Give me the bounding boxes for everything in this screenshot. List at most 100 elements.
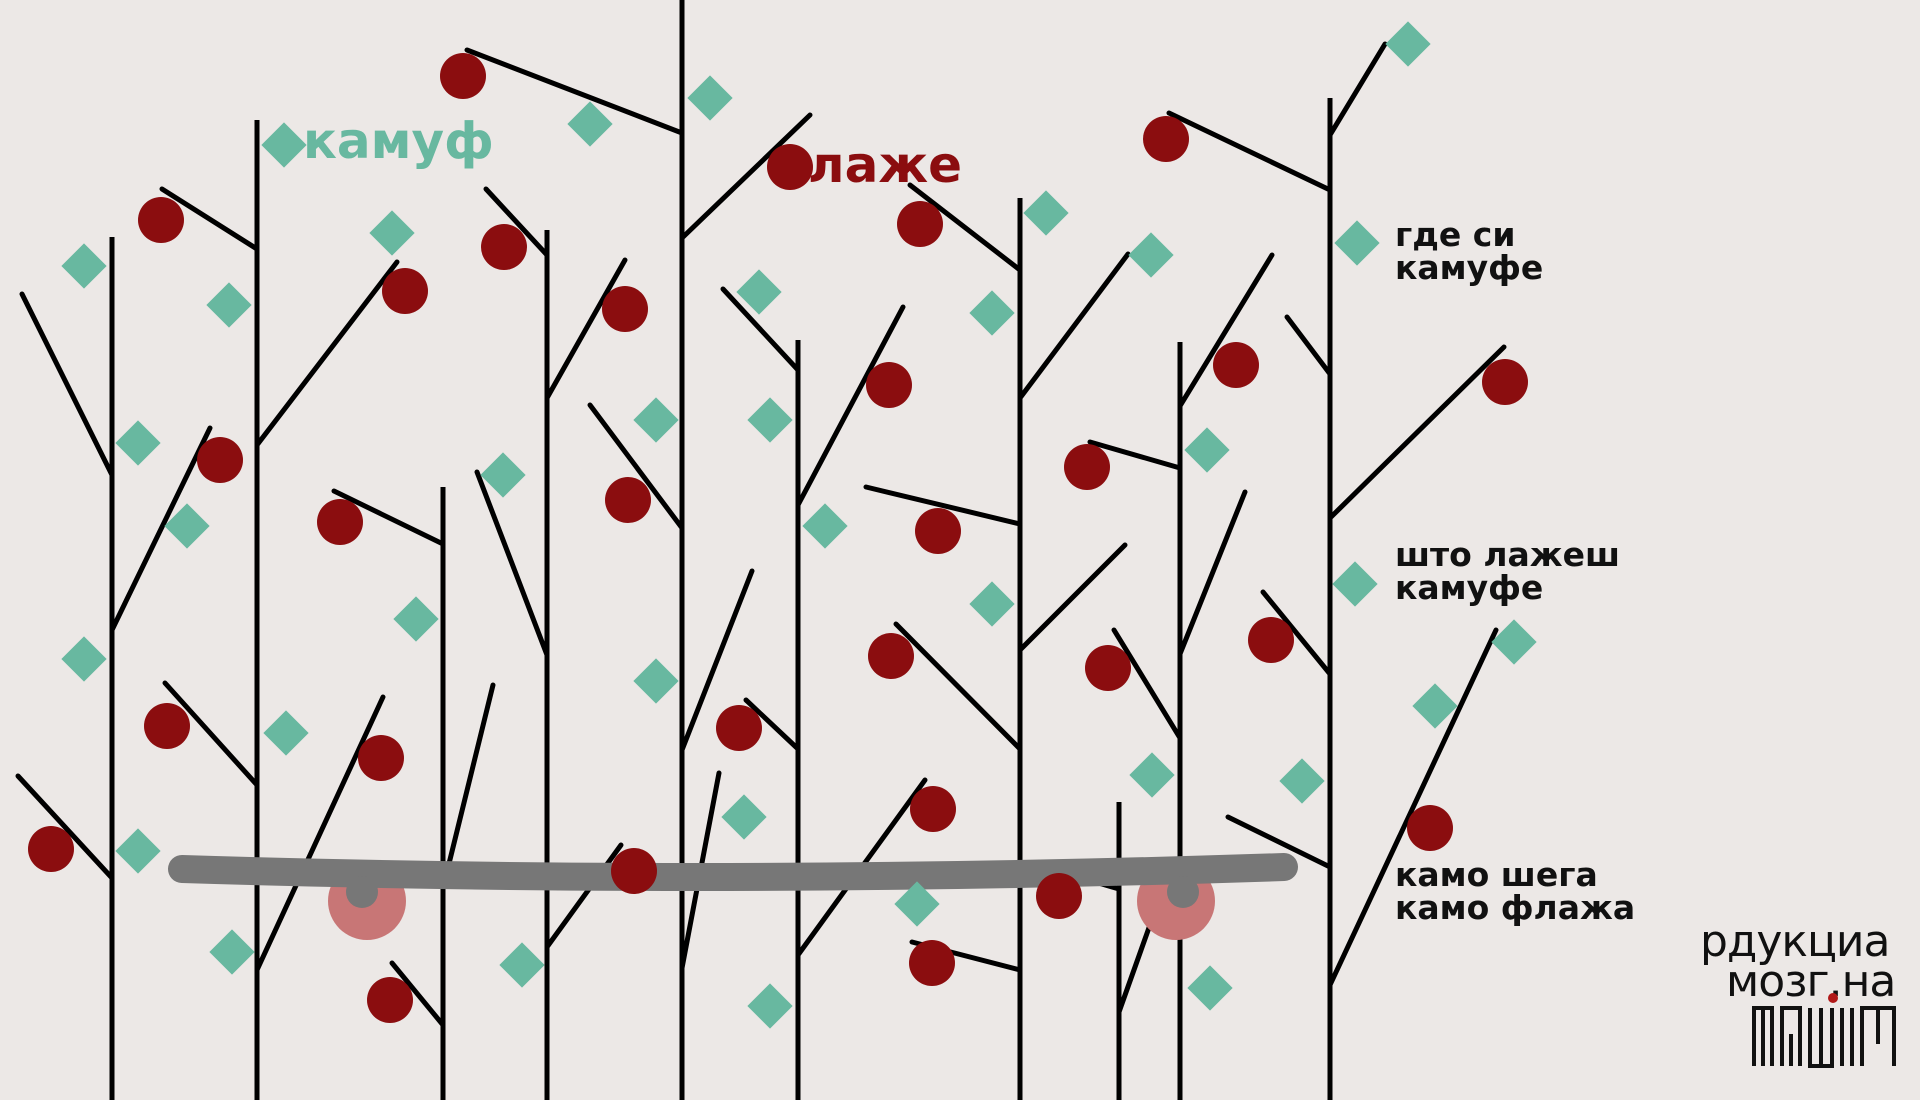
leaf-diamond bbox=[1334, 220, 1380, 266]
tree-branch bbox=[1327, 41, 1388, 138]
leaf-diamond bbox=[747, 397, 793, 443]
berry bbox=[138, 197, 184, 243]
leaf-diamond bbox=[1491, 619, 1537, 665]
tree-branch bbox=[254, 694, 386, 973]
leaf-diamond bbox=[969, 290, 1015, 336]
tree-branch bbox=[679, 112, 813, 241]
berry bbox=[767, 144, 813, 190]
tree-branch bbox=[1260, 589, 1333, 677]
note-where-are-you: где си камуфе bbox=[1395, 218, 1543, 284]
tree-branch bbox=[162, 680, 260, 788]
note-line: камуфе bbox=[1395, 568, 1544, 607]
tree-branch bbox=[544, 257, 628, 401]
berry bbox=[358, 735, 404, 781]
berry bbox=[317, 499, 363, 545]
lie-word: лаже bbox=[808, 136, 963, 194]
tree-branch bbox=[19, 291, 115, 478]
tree-branch bbox=[795, 304, 906, 508]
logo-glyph-mark bbox=[1752, 1006, 1896, 1068]
berry bbox=[909, 940, 955, 986]
leaf-diamond bbox=[1279, 758, 1325, 804]
skateboard-deck bbox=[168, 853, 1298, 892]
leaf-diamond bbox=[1332, 561, 1378, 607]
leaf-diamond bbox=[687, 75, 733, 121]
leaf-diamond bbox=[633, 658, 679, 704]
tree-branch bbox=[720, 286, 801, 373]
berry bbox=[1248, 617, 1294, 663]
logo-dot bbox=[1828, 993, 1838, 1003]
leaf-diamond bbox=[1412, 683, 1458, 729]
tree-branch bbox=[1017, 542, 1128, 653]
tree-branch bbox=[587, 402, 685, 531]
berry bbox=[382, 268, 428, 314]
note-line: камо шега bbox=[1395, 855, 1598, 894]
leaf-diamond bbox=[115, 828, 161, 874]
berry bbox=[1213, 342, 1259, 388]
camouflage-word: камуф bbox=[303, 112, 494, 170]
leaf-diamond bbox=[894, 881, 940, 927]
leaf-diamond bbox=[209, 929, 255, 975]
tree-branch bbox=[1225, 814, 1333, 870]
tree-branch bbox=[1177, 252, 1275, 409]
leaf-diamond bbox=[747, 983, 793, 1029]
tree-branch bbox=[1087, 439, 1183, 471]
tree-branch bbox=[15, 773, 115, 881]
note-joke-flag: камо шега камо флажа bbox=[1395, 858, 1635, 924]
leaf-diamond bbox=[480, 452, 526, 498]
berry bbox=[1482, 359, 1528, 405]
berry bbox=[440, 53, 486, 99]
berry bbox=[915, 508, 961, 554]
skateboard-axle-left bbox=[346, 876, 378, 908]
brand-logo: рдукциа мозг.на bbox=[1700, 920, 1900, 1070]
berry bbox=[1407, 805, 1453, 851]
leaf-diamond bbox=[969, 581, 1015, 627]
berry bbox=[910, 786, 956, 832]
leaf-diamond bbox=[115, 420, 161, 466]
tree-branch bbox=[109, 425, 213, 633]
tree-branch bbox=[1327, 344, 1507, 521]
berry bbox=[28, 826, 74, 872]
tree-branch bbox=[544, 842, 624, 950]
tree-branch bbox=[1284, 314, 1333, 377]
tree-branch bbox=[389, 960, 446, 1028]
tree-branches bbox=[15, 41, 1507, 1028]
note-why-lie: што лажеш камуфе bbox=[1395, 538, 1620, 604]
tree-trunks bbox=[109, 0, 1333, 1100]
leaf-diamond bbox=[1187, 965, 1233, 1011]
leaf-diamond bbox=[164, 503, 210, 549]
berry bbox=[611, 848, 657, 894]
tree-branch bbox=[474, 469, 550, 658]
tree-branch bbox=[893, 621, 1023, 752]
tree-branch bbox=[331, 488, 446, 547]
berry bbox=[144, 703, 190, 749]
berry bbox=[481, 224, 527, 270]
berry bbox=[866, 362, 912, 408]
leaf-diamond bbox=[369, 210, 415, 256]
berry bbox=[716, 705, 762, 751]
skateboard bbox=[168, 853, 1298, 940]
berry bbox=[1085, 645, 1131, 691]
berry bbox=[868, 633, 914, 679]
skateboard-axle-right bbox=[1167, 876, 1199, 908]
leaf-diamond bbox=[1128, 232, 1174, 278]
tree-branch bbox=[1177, 489, 1248, 657]
leaf-diamond bbox=[206, 282, 252, 328]
berry bbox=[1036, 873, 1082, 919]
tree-branch bbox=[1327, 627, 1499, 988]
note-line: камуфе bbox=[1395, 248, 1544, 287]
leaf-diamond bbox=[263, 710, 309, 756]
leaf-diamond bbox=[61, 636, 107, 682]
tree-branch bbox=[863, 484, 1023, 527]
tree-branch bbox=[159, 186, 260, 252]
berry bbox=[897, 201, 943, 247]
leaf-diamond bbox=[802, 503, 848, 549]
berry bbox=[1143, 116, 1189, 162]
berry bbox=[605, 477, 651, 523]
berry bbox=[1064, 444, 1110, 490]
leaf-diamond bbox=[393, 596, 439, 642]
tree-branch bbox=[1111, 627, 1183, 741]
leaf-diamond bbox=[633, 397, 679, 443]
tree-branch bbox=[679, 568, 755, 753]
leaf-diamond bbox=[567, 101, 613, 147]
leaf-diamond bbox=[499, 942, 545, 988]
